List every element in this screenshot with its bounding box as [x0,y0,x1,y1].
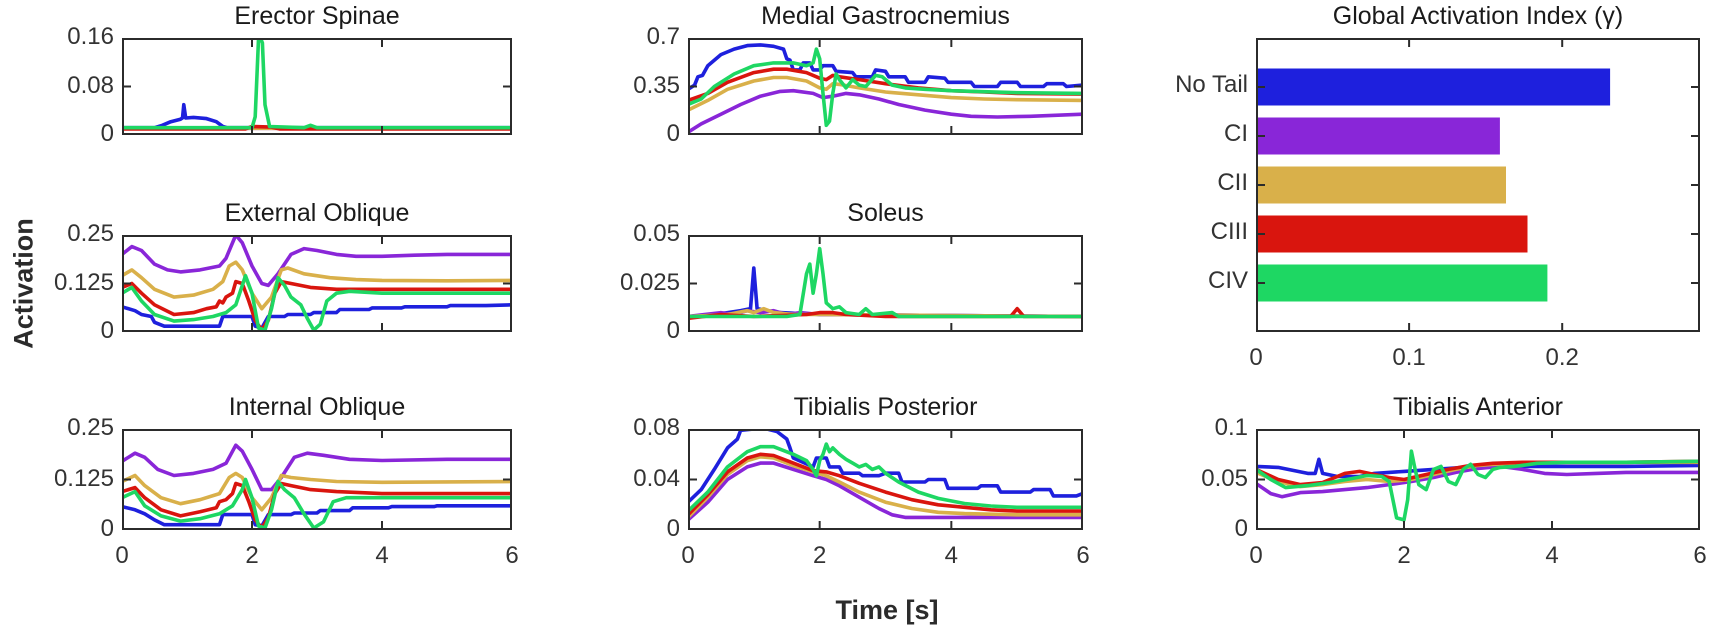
series-line-no_tail [122,102,512,130]
x-tick-label: 0 [115,542,129,569]
bar-category-label: CII [1217,169,1248,196]
x-tick-label: 6 [1693,542,1707,569]
y-tick-label: 0.125 [53,464,114,492]
y-tick-label: 0 [666,120,680,147]
series-line-no_tail [122,303,512,330]
series-line-civ [1256,449,1700,522]
series-line-ciii [688,452,1083,517]
y-tick-label: 0 [666,317,680,344]
plot-title-tibialis_posterior: Tibialis Posterior [793,393,978,421]
series-line-civ [688,47,1083,128]
axes-medial_gastrocnemius [688,38,1083,135]
plot-title-tibialis_anterior: Tibialis Anterior [1393,393,1563,421]
plot-title-medial_gastrocnemius: Medial Gastrocnemius [761,2,1010,30]
series-line-ci [688,461,1083,522]
series-line-ci [122,235,512,288]
y-tick-label: 0.125 [53,268,114,296]
x-tick-label: 4 [944,542,958,569]
series-line-cii [688,454,1083,520]
plot-title-external_oblique: External Oblique [224,199,410,227]
y-tick-label: 0 [100,120,114,147]
y-tick-label: 0 [666,515,680,542]
y-tick-label: 0.16 [67,23,114,50]
bar-civ [1258,264,1548,302]
axes-soleus [688,235,1083,332]
x-tick-label: 2 [812,542,827,569]
series-line-civ [122,273,512,332]
y-tick-label: 0 [100,515,114,542]
bar-ciii [1258,215,1528,253]
y-tick-label: 0.05 [633,220,680,247]
axes-erector_spinae [122,38,512,135]
y-tick-label: 0.35 [633,71,680,99]
x-tick-label: 6 [1076,542,1090,569]
series-line-ciii [122,279,512,332]
y-tick-label: 0.25 [67,414,114,441]
series-line-cii [122,260,512,311]
plot-title-erector_spinae: Erector Spinae [234,2,400,30]
x-tick-label: 0 [1249,542,1263,569]
y-tick-label: 0.025 [619,268,680,296]
bar-category-label: CIV [1207,267,1248,294]
y-tick-label: 0 [1234,515,1248,542]
y-tick-label: 0 [100,317,114,344]
y-tick-label: 0.08 [633,414,680,441]
x-tick-label: 4 [1545,542,1559,569]
x-axis-label-time: Time [s] [835,595,939,625]
series-line-cii [688,75,1083,112]
x-tick-label: 0.2 [1545,344,1579,371]
plot-title-internal_oblique: Internal Oblique [228,393,406,421]
series-line-civ [688,442,1083,513]
series-line-no_tail [122,504,512,528]
series-line-civ [688,246,1083,319]
series-line-ci [122,443,512,492]
plot-title-global_activation_index: Global Activation Index (γ) [1332,2,1624,30]
y-tick-label: 0.7 [646,23,680,50]
bar-category-label: No Tail [1175,71,1248,98]
x-tick-label: 6 [505,542,519,569]
x-tick-label: 4 [375,542,389,569]
bar-ci [1258,117,1500,155]
axes-external_oblique [122,235,512,332]
bar-no_tail [1258,68,1611,106]
axes-tibialis_anterior [1256,429,1700,530]
x-tick-label: 0.1 [1392,344,1426,371]
plot-title-soleus: Soleus [847,199,924,227]
axes-global_activation_index [1256,38,1700,332]
x-tick-label: 2 [1397,542,1411,569]
series-line-cii [122,471,512,512]
series-line-civ [122,477,512,530]
y-tick-label: 0.08 [67,71,114,99]
axis-box [1256,429,1700,530]
series-line-no_tail [688,429,1083,504]
y-tick-label: 0.25 [67,220,114,247]
bar-category-label: CI [1224,120,1248,147]
axes-tibialis_posterior [688,429,1083,530]
y-tick-label: 0.04 [633,464,680,492]
series-line-ci [1256,464,1700,499]
y-tick-label: 0.05 [1201,464,1248,492]
series-line-ci [688,88,1083,134]
y-tick-label: 0.1 [1214,414,1248,441]
bar-cii [1258,166,1506,204]
x-tick-label: 0 [1249,344,1263,371]
x-tick-label: 0 [681,542,695,569]
series-line-no_tail [688,43,1083,92]
axes-internal_oblique [122,429,512,530]
bar-category-label: CIII [1210,218,1248,245]
x-tick-label: 2 [245,542,259,569]
series-line-civ [122,38,512,130]
